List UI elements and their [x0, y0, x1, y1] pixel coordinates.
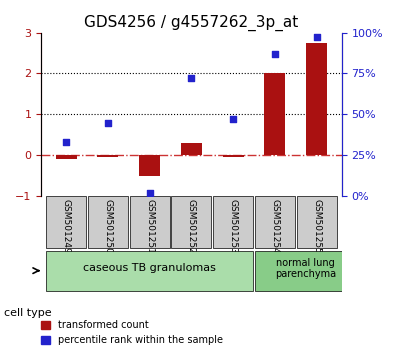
- Bar: [98, 155, 118, 158]
- Point: [63, 139, 69, 145]
- Text: normal lung
parenchyma: normal lung parenchyma: [275, 258, 336, 279]
- FancyBboxPatch shape: [46, 196, 86, 249]
- Text: GSM501250: GSM501250: [103, 199, 112, 254]
- FancyBboxPatch shape: [213, 196, 253, 249]
- FancyBboxPatch shape: [46, 251, 253, 291]
- Text: cell type: cell type: [4, 308, 52, 318]
- Point: [272, 51, 278, 57]
- Text: GSM501252: GSM501252: [187, 199, 196, 253]
- Bar: [306, 43, 327, 155]
- Text: GSM501255: GSM501255: [312, 199, 321, 254]
- Text: GSM501249: GSM501249: [62, 199, 70, 253]
- Bar: [223, 155, 244, 158]
- Bar: [139, 155, 160, 176]
- Text: GSM501251: GSM501251: [145, 199, 154, 254]
- Bar: [264, 73, 285, 155]
- Point: [313, 35, 320, 40]
- Text: GSM501254: GSM501254: [270, 199, 279, 253]
- FancyBboxPatch shape: [297, 196, 337, 249]
- Legend: transformed count, percentile rank within the sample: transformed count, percentile rank withi…: [37, 316, 227, 349]
- Point: [230, 116, 236, 122]
- Text: caseous TB granulomas: caseous TB granulomas: [83, 263, 216, 273]
- Bar: [181, 143, 202, 155]
- FancyBboxPatch shape: [255, 196, 295, 249]
- Point: [146, 190, 153, 196]
- Point: [105, 120, 111, 125]
- Title: GDS4256 / g4557262_3p_at: GDS4256 / g4557262_3p_at: [84, 15, 298, 31]
- Bar: [56, 155, 76, 159]
- FancyBboxPatch shape: [88, 196, 128, 249]
- Point: [188, 75, 195, 81]
- FancyBboxPatch shape: [171, 196, 211, 249]
- FancyBboxPatch shape: [130, 196, 170, 249]
- FancyBboxPatch shape: [255, 251, 357, 291]
- Text: GSM501253: GSM501253: [228, 199, 238, 254]
